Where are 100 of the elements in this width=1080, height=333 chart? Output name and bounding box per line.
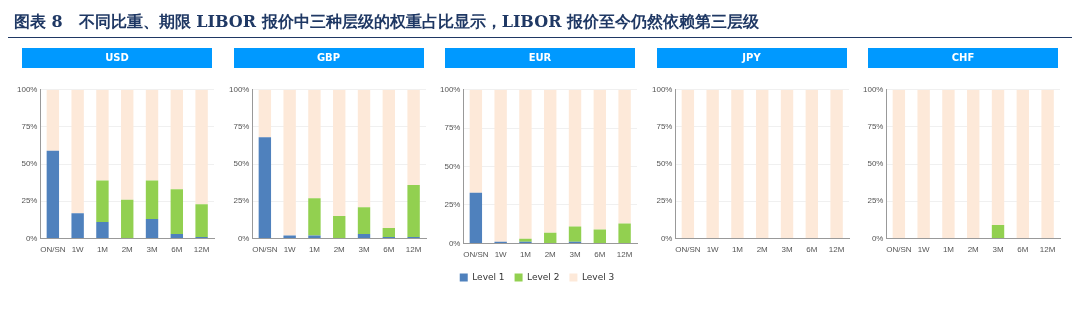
bar	[357, 233, 370, 238]
x-tick-label: 1M	[731, 245, 743, 255]
x-tick-label: 2M	[544, 250, 557, 260]
y-tick-label: 0%	[448, 238, 461, 248]
legend-label: Level 2	[527, 271, 560, 282]
text: 图表 8 不同比重、期限 LIBOR 报价中三种层级的权重占比显示，LIBOR 报价至今仍然依赖第三层级	[8, 8, 1072, 38]
bar	[46, 150, 60, 238]
bar	[544, 232, 557, 243]
x-tick-label: 3M	[569, 250, 581, 260]
x-tick-label: 2M	[967, 245, 980, 255]
x-tick-label: 1M	[96, 245, 109, 255]
x-tick-label: 3M	[146, 245, 158, 255]
chart-subtitle: USD	[22, 48, 212, 68]
bar	[96, 89, 109, 181]
y-tick-label: 0%	[660, 233, 672, 243]
bar	[307, 235, 321, 238]
x-tick-label: ON/SN	[40, 245, 66, 255]
bar	[406, 89, 420, 185]
x-tick-label: 1W	[71, 245, 85, 255]
y-tick-label: 100%	[16, 85, 38, 94]
y-tick-label: 25%	[655, 196, 672, 206]
x-tick-label: 3M	[992, 245, 1004, 255]
bar	[618, 223, 631, 243]
x-tick-label: 1W	[283, 245, 296, 255]
bar	[357, 207, 370, 234]
bar	[282, 89, 296, 236]
y-tick-label: 50%	[21, 159, 38, 169]
x-tick-label: 1W	[494, 250, 508, 260]
bar	[618, 89, 631, 224]
x-tick-label: 1W	[917, 245, 931, 255]
bar	[258, 89, 271, 138]
chart-subtitle: CHF	[868, 48, 1058, 68]
bar	[469, 192, 483, 243]
x-tick-label: ON/SN	[251, 245, 278, 255]
bar	[593, 229, 607, 243]
x-tick-label: 12M	[828, 245, 845, 255]
y-tick-label: 100%	[862, 85, 884, 94]
bar	[382, 228, 395, 237]
bar	[382, 89, 395, 228]
bar	[145, 180, 159, 220]
bar	[46, 89, 60, 151]
x-tick-label: ON/SN	[463, 250, 489, 260]
bar	[568, 89, 582, 227]
bar	[357, 89, 370, 208]
y-tick-label: 75%	[655, 122, 672, 132]
bar	[170, 189, 184, 234]
y-tick-label: 50%	[867, 159, 884, 169]
bar	[568, 226, 582, 242]
y-tick-label: 25%	[867, 196, 884, 206]
bar	[258, 137, 271, 238]
y-tick-label: 0%	[25, 233, 38, 243]
x-tick-label: 12M	[616, 250, 633, 260]
bar	[71, 89, 84, 214]
bar	[593, 89, 607, 230]
bar	[170, 89, 184, 190]
bar	[121, 89, 134, 200]
x-tick-label: 6M	[382, 245, 395, 255]
x-tick-label: 1M	[519, 250, 532, 260]
y-tick-label: 100%	[439, 85, 461, 94]
x-tick-label: 2M	[756, 245, 768, 255]
x-tick-label: 6M	[171, 245, 183, 255]
legend-label: Level 1	[472, 271, 505, 282]
bar	[71, 213, 84, 238]
y-tick-label: 25%	[444, 200, 461, 210]
chart-subtitle: JPY	[656, 48, 847, 68]
x-tick-label: 3M	[357, 245, 370, 255]
y-tick-label: 0%	[237, 233, 249, 243]
chart-subtitle: GBP	[233, 48, 424, 68]
bar	[145, 89, 159, 181]
x-tick-label: 6M	[1017, 245, 1029, 255]
bar	[332, 89, 345, 217]
bar	[406, 184, 420, 237]
bar	[121, 199, 134, 238]
y-tick-label: 0%	[871, 233, 884, 243]
y-tick-label: 75%	[232, 122, 249, 132]
bar	[170, 233, 184, 238]
bar	[307, 198, 321, 236]
x-tick-label: 12M	[405, 245, 422, 255]
y-tick-label: 100%	[651, 85, 672, 94]
y-tick-label: 25%	[232, 196, 249, 206]
x-tick-label: 3M	[780, 245, 793, 255]
x-tick-label: 2M	[121, 245, 134, 255]
x-tick-label: 1W	[706, 245, 719, 255]
x-tick-label: 6M	[594, 250, 606, 260]
bar	[282, 235, 296, 238]
bar	[96, 180, 109, 223]
x-tick-label: 1M	[308, 245, 320, 255]
chart-subtitle: EUR	[445, 48, 635, 68]
x-tick-label: 12M	[193, 245, 210, 255]
y-tick-label: 50%	[444, 161, 461, 171]
bar	[332, 216, 345, 238]
x-tick-label: 12M	[1039, 245, 1056, 255]
y-tick-label: 75%	[21, 122, 38, 132]
bar	[307, 89, 321, 199]
bar	[195, 204, 208, 237]
y-tick-label: 25%	[21, 196, 38, 206]
legend-label: Level 3	[581, 271, 615, 282]
y-tick-label: 50%	[232, 159, 249, 169]
bar	[96, 222, 109, 238]
bar	[544, 89, 557, 233]
